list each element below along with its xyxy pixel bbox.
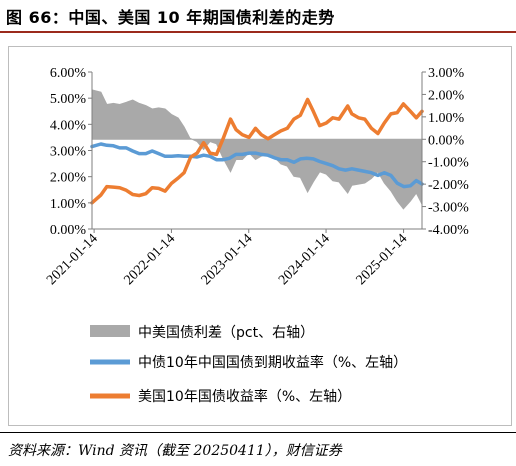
right-tick-label: 1.00%	[428, 111, 465, 126]
spread-area-series	[91, 89, 423, 210]
x-tick-label: 2024-01-14	[276, 231, 333, 288]
china-yield-line	[90, 142, 424, 189]
right-tick-label: 2.00%	[428, 88, 465, 103]
x-tick-label: 2021-01-14	[44, 231, 101, 288]
us-yield-line	[90, 97, 424, 205]
legend-label-us: 美国10年国债收益率（%、左轴）	[138, 388, 351, 405]
left-tick-label: 2.00%	[50, 171, 87, 186]
x-tick-label: 2023-01-14	[199, 231, 256, 288]
right-tick-label: 3.00%	[428, 66, 465, 81]
right-tick-label: 0.00%	[428, 133, 465, 148]
left-tick-label: 3.00%	[50, 145, 87, 160]
x-tick-label: 2025-01-14	[354, 231, 411, 288]
left-tick-label: 4.00%	[50, 118, 87, 133]
left-tick-label: 1.00%	[50, 197, 87, 212]
right-tick-label: -4.00%	[428, 223, 469, 238]
left-tick-label: 0.00%	[50, 223, 87, 238]
spread-area	[91, 89, 423, 210]
left-tick-label: 6.00%	[50, 66, 87, 81]
x-tick-label: 2022-01-14	[121, 231, 178, 288]
right-tick-label: -2.00%	[428, 178, 469, 193]
left-tick-label: 5.00%	[50, 92, 87, 107]
legend: 中美国债利差（pct、右轴） 中债10年中国国债到期收益率（%、左轴） 美国10…	[90, 325, 407, 405]
source-divider	[0, 432, 516, 433]
legend-swatch-spread	[90, 325, 130, 337]
legend-label-china: 中债10年中国国债到期收益率（%、左轴）	[138, 354, 407, 371]
right-tick-label: -1.00%	[428, 156, 469, 171]
title-divider	[0, 31, 516, 33]
yield-line-series	[90, 97, 424, 205]
right-tick-label: -3.00%	[428, 201, 469, 216]
source-note: 资料来源：Wind 资讯（截至 20250411），财信证券	[8, 443, 342, 459]
figure-title: 图 66：中国、美国 10 年期国债利差的走势	[6, 8, 335, 27]
legend-label-spread: 中美国债利差（pct、右轴）	[138, 325, 314, 341]
